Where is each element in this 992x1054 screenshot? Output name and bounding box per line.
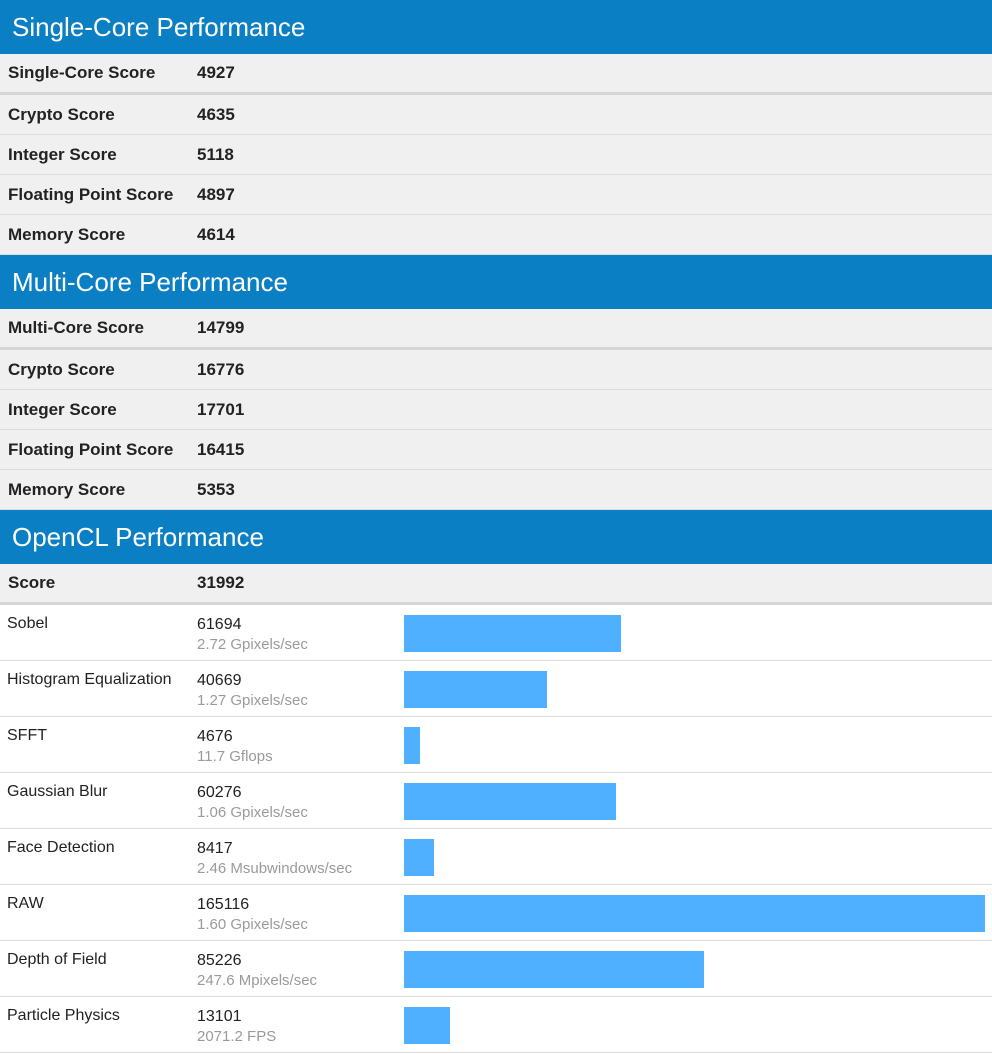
- workload-label: SFFT: [7, 727, 47, 744]
- row-label: Single-Core Score: [8, 63, 156, 82]
- row-label: Memory Score: [8, 224, 126, 244]
- row-label: Integer Score: [8, 399, 117, 419]
- workload-rate: 1.06 Gpixels/sec: [197, 804, 308, 821]
- workload-rate: 2.72 Gpixels/sec: [197, 636, 308, 653]
- workload-rate: 247.6 Mpixels/sec: [197, 972, 318, 989]
- workload-label: Depth of Field: [7, 951, 107, 968]
- row-label: Crypto Score: [8, 104, 115, 124]
- workload-row: Sobel 61694 2.72 Gpixels/sec: [0, 605, 992, 661]
- single-core-memory-row: Memory Score 4614: [0, 215, 992, 255]
- row-label: Multi-Core Score: [8, 318, 145, 337]
- row-value: 4897: [197, 184, 235, 204]
- row-value: 16776: [197, 359, 245, 379]
- workload-score: 13101: [197, 1008, 242, 1025]
- workload-bar-area: [397, 997, 992, 1052]
- workload-score: 85226: [197, 952, 242, 969]
- row-label: Crypto Score: [8, 359, 115, 379]
- workload-bar: [404, 951, 704, 988]
- workload-score: 4676: [197, 728, 233, 745]
- row-value: 14799: [197, 318, 245, 337]
- row-label: Floating Point Score: [8, 439, 174, 459]
- workload-bar: [404, 839, 434, 876]
- workload-bar-area: [397, 717, 992, 772]
- workload-label: Particle Physics: [7, 1007, 120, 1024]
- opencl-header: OpenCL Performance: [0, 510, 992, 564]
- workload-score: 40669: [197, 672, 242, 689]
- single-core-score-row: Single-Core Score 4927: [0, 54, 992, 95]
- workload-score: 61694: [197, 616, 242, 633]
- workload-label: Sobel: [7, 615, 48, 632]
- row-value: 4635: [197, 104, 235, 124]
- row-value: 5353: [197, 479, 235, 499]
- workload-bar-area: [397, 885, 992, 940]
- multi-core-floating-point-row: Floating Point Score 16415: [0, 430, 992, 470]
- workload-label: RAW: [7, 895, 44, 912]
- workload-bar-area: [397, 941, 992, 996]
- workload-label: Histogram Equalization: [7, 671, 172, 688]
- workload-metric: 61694 2.72 Gpixels/sec: [197, 605, 397, 660]
- workload-row: Gaussian Blur 60276 1.06 Gpixels/sec: [0, 773, 992, 829]
- row-value: 5118: [197, 144, 234, 164]
- workload-row: Particle Physics 13101 2071.2 FPS: [0, 997, 992, 1053]
- workload-metric: 40669 1.27 Gpixels/sec: [197, 661, 397, 716]
- workload-row: Face Detection 8417 2.46 Msubwindows/sec: [0, 829, 992, 885]
- workload-bar-area: [397, 773, 992, 828]
- workload-row: SFFT 4676 11.7 Gflops: [0, 717, 992, 773]
- workload-rate: 2.46 Msubwindows/sec: [197, 860, 353, 877]
- multi-core-integer-row: Integer Score 17701: [0, 390, 992, 430]
- multi-core-section: Multi-Core Performance Multi-Core Score …: [0, 255, 992, 510]
- workload-bar: [404, 1007, 450, 1044]
- workload-row: Histogram Equalization 40669 1.27 Gpixels/…: [0, 661, 992, 717]
- row-value: 16415: [197, 439, 245, 459]
- workload-metric: 165116 1.60 Gpixels/sec: [197, 885, 397, 940]
- opencl-score-row: Score 31992: [0, 564, 992, 605]
- single-core-header: Single-Core Performance: [0, 0, 992, 54]
- workload-bar: [404, 727, 420, 764]
- workload-row: RAW 165116 1.60 Gpixels/sec: [0, 885, 992, 941]
- single-core-floating-point-row: Floating Point Score 4897: [0, 175, 992, 215]
- workload-metric: 8417 2.46 Msubwindows/sec: [197, 829, 397, 884]
- workload-rate: 1.27 Gpixels/sec: [197, 692, 308, 709]
- opencl-workload-list: Sobel 61694 2.72 Gpixels/sec Histogram Equa…: [0, 605, 992, 1053]
- workload-label: Face Detection: [7, 839, 115, 856]
- multi-core-memory-row: Memory Score 5353: [0, 470, 992, 510]
- row-label: Integer Score: [8, 144, 117, 164]
- workload-metric: 4676 11.7 Gflops: [197, 717, 397, 772]
- row-label: Floating Point Score: [8, 184, 174, 204]
- workload-row: Depth of Field 85226 247.6 Mpixels/sec: [0, 941, 992, 997]
- workload-rate: 11.7 Gflops: [197, 748, 273, 765]
- workload-rate: 2071.2 FPS: [197, 1028, 277, 1045]
- workload-score: 8417: [197, 840, 233, 857]
- multi-core-header: Multi-Core Performance: [0, 255, 992, 309]
- row-label: Memory Score: [8, 479, 126, 499]
- row-value: 4927: [197, 63, 235, 82]
- workload-bar: [404, 671, 547, 708]
- workload-bar: [404, 895, 985, 932]
- single-core-crypto-row: Crypto Score 4635: [0, 95, 992, 135]
- workload-label: Gaussian Blur: [7, 783, 108, 800]
- workload-score: 165116: [197, 896, 250, 913]
- workload-bar-area: [397, 605, 992, 660]
- row-value: 17701: [197, 399, 245, 419]
- workload-metric: 13101 2071.2 FPS: [197, 997, 397, 1052]
- multi-core-crypto-row: Crypto Score 16776: [0, 350, 992, 390]
- workload-bar: [404, 783, 616, 820]
- single-core-section: Single-Core Performance Single-Core Scor…: [0, 0, 992, 255]
- workload-bar: [404, 615, 621, 652]
- workload-rate: 1.60 Gpixels/sec: [197, 916, 308, 933]
- row-value: 4614: [197, 224, 235, 244]
- multi-core-score-row: Multi-Core Score 14799: [0, 309, 992, 350]
- opencl-section: OpenCL Performance Score 31992 Sobel 6169…: [0, 510, 992, 1053]
- workload-bar-area: [397, 661, 992, 716]
- workload-bar-area: [397, 829, 992, 884]
- workload-score: 60276: [197, 784, 242, 801]
- row-value: 31992: [197, 573, 245, 592]
- single-core-integer-row: Integer Score 5118: [0, 135, 992, 175]
- workload-metric: 85226 247.6 Mpixels/sec: [197, 941, 397, 996]
- workload-metric: 60276 1.06 Gpixels/sec: [197, 773, 397, 828]
- row-label: Score: [8, 573, 56, 592]
